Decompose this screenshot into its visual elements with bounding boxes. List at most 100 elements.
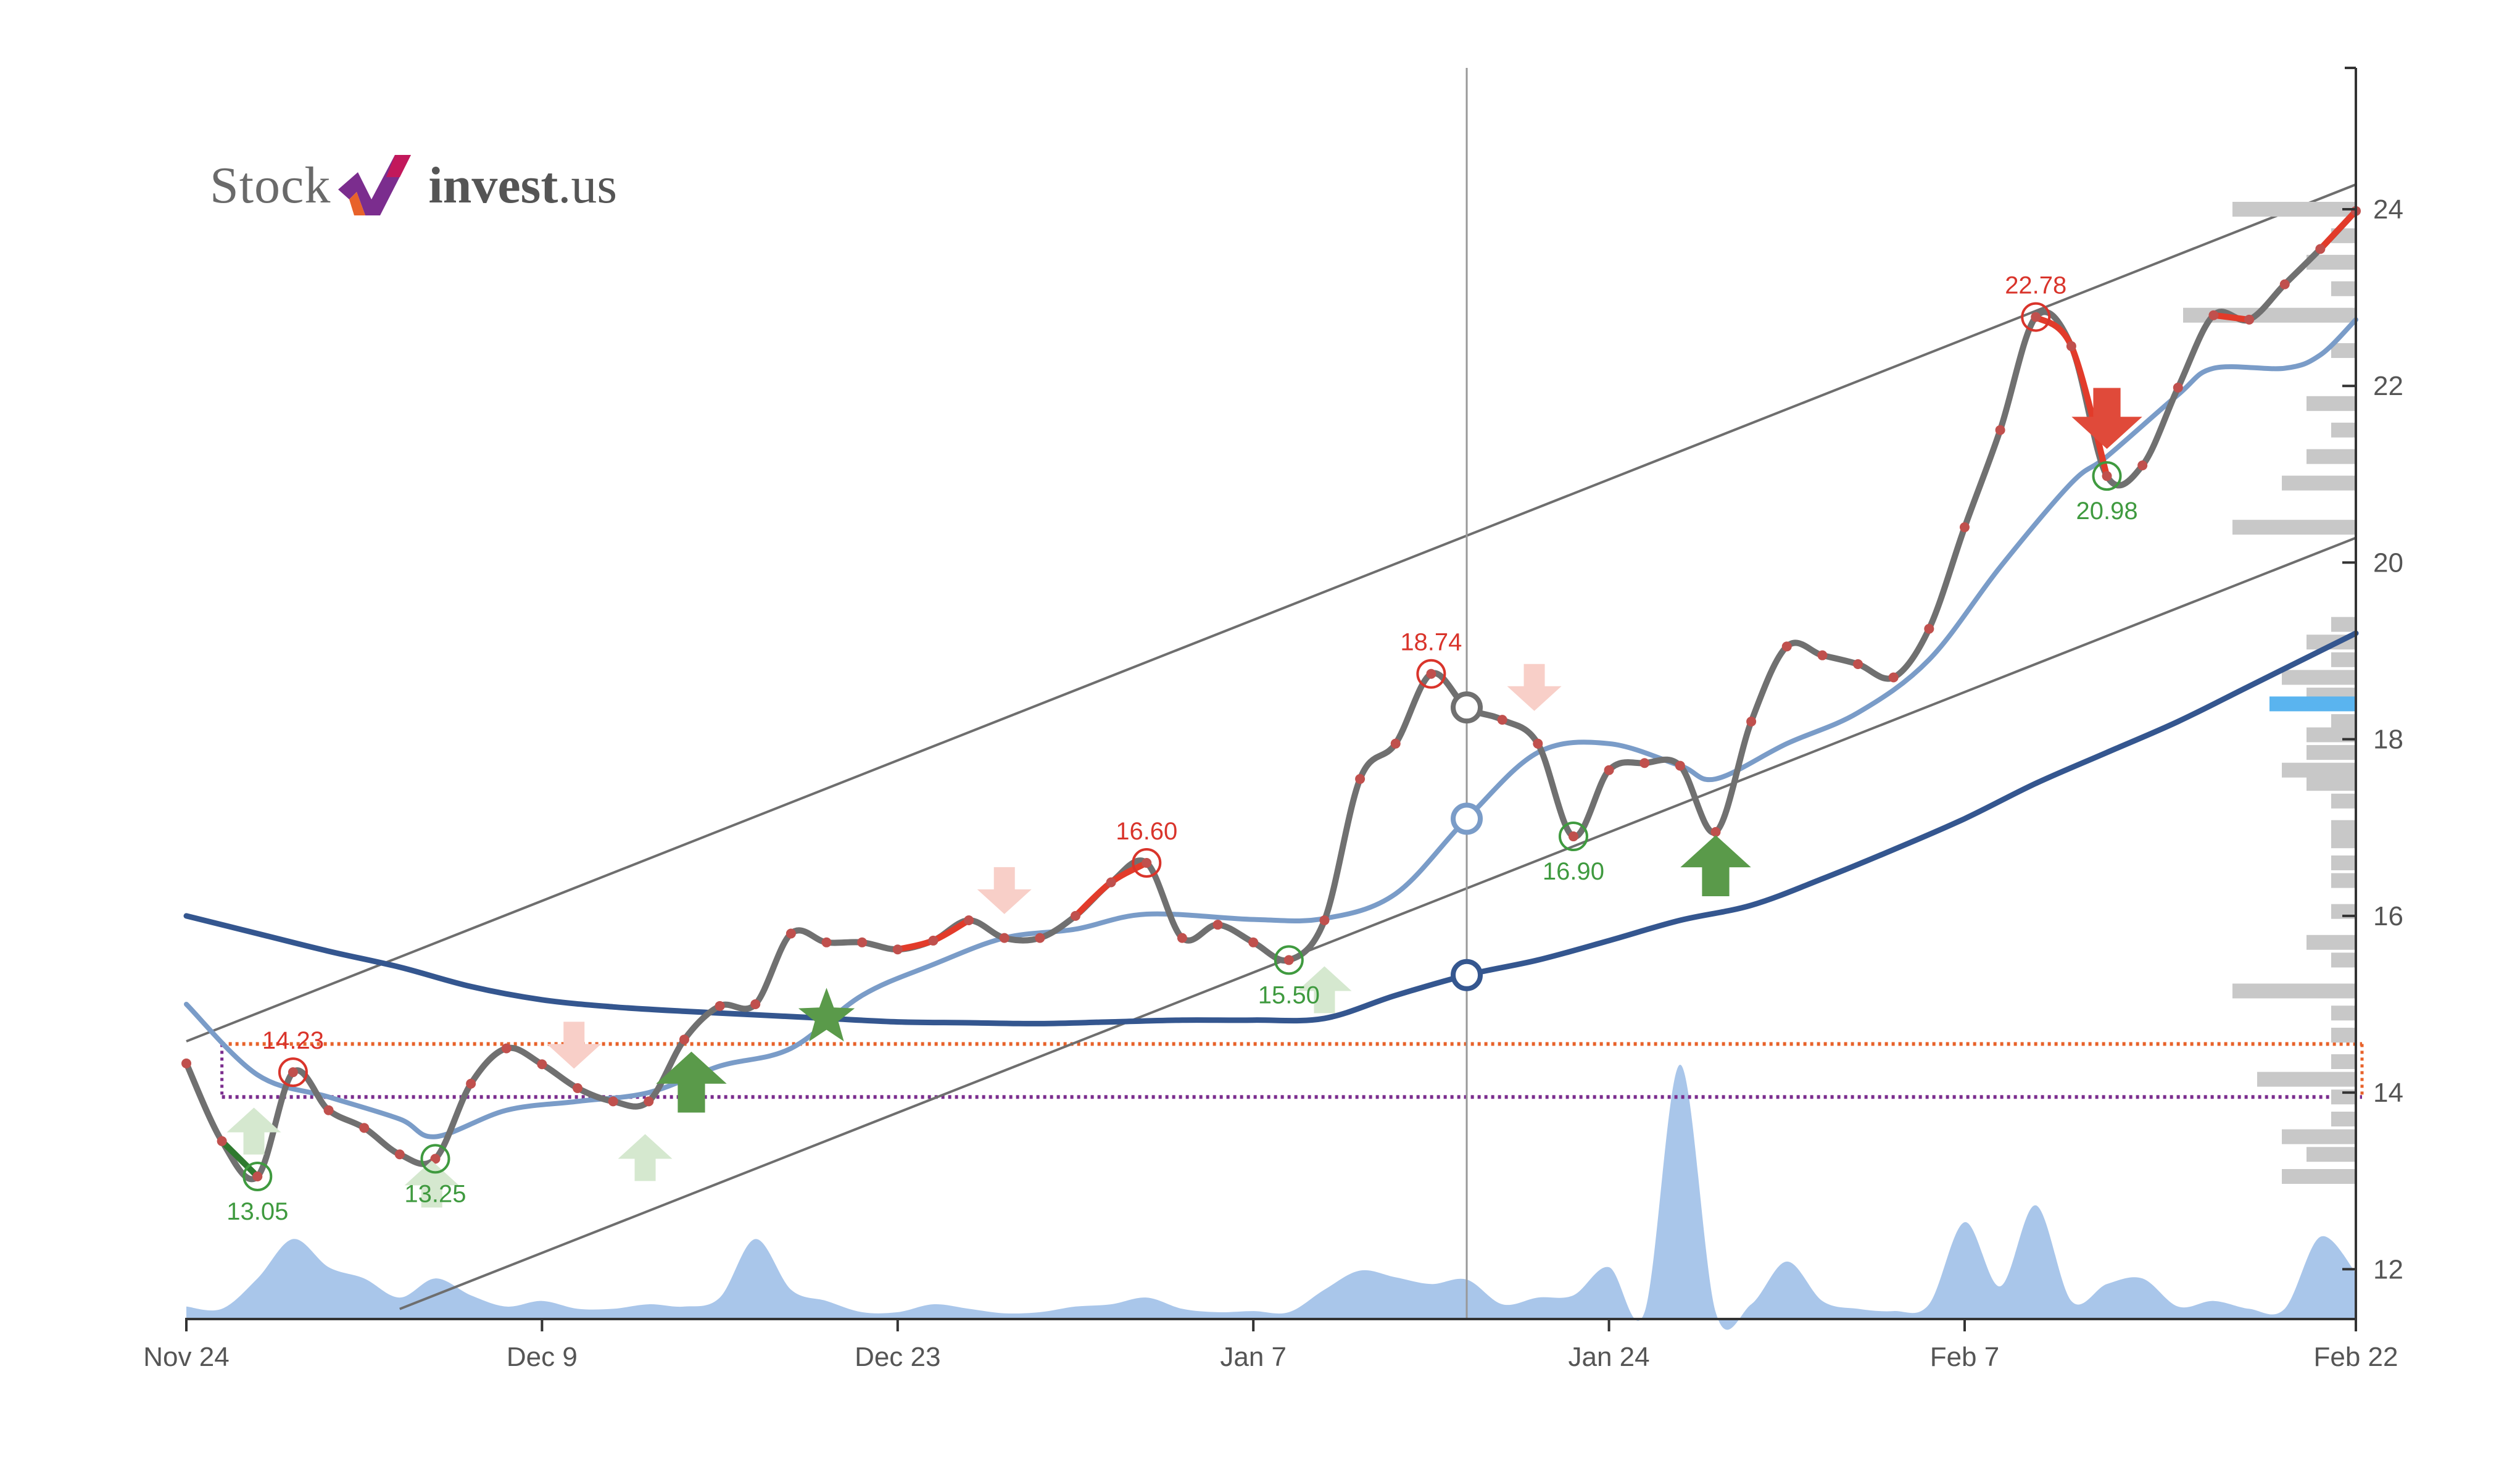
- price-point-15: [679, 1034, 689, 1045]
- price-point-35: [1390, 738, 1401, 749]
- price-point-59: [2244, 314, 2255, 325]
- buy-signal-arrow-6: [1680, 835, 1751, 896]
- sell-signal-arrow-8: [977, 867, 1032, 914]
- price-point-27: [1106, 877, 1116, 888]
- bottom-price-circle-9: [2092, 461, 2122, 491]
- price-point-11: [537, 1059, 547, 1070]
- volume-profile-bar-17: [2331, 714, 2356, 730]
- top-price-circle-8: [2021, 302, 2051, 332]
- bottom-price-label-9: 20.98: [2076, 497, 2137, 525]
- price-point-42: [1639, 758, 1650, 768]
- volume-profile-bar-26: [2331, 873, 2356, 888]
- price-point-36: [1426, 668, 1436, 679]
- price-point-58: [2208, 310, 2219, 320]
- x-tick-label-2: Dec 9: [507, 1342, 578, 1372]
- price-point-5: [323, 1105, 334, 1115]
- volume-profile-bar-36: [2331, 1112, 2356, 1127]
- x-tick-label-7: Feb 22: [2314, 1342, 2398, 1372]
- channel-lower-line: [399, 536, 2356, 1310]
- current-price-marker: [2269, 696, 2356, 712]
- price-red-segment-3: [2033, 314, 2110, 480]
- sell-signal-arrow-10: [2071, 388, 2142, 449]
- price-point-30: [1212, 920, 1223, 930]
- price-point-24: [999, 933, 1009, 943]
- x-tick-label-6: Feb 7: [1930, 1342, 2000, 1372]
- price-point-50: [1924, 623, 1934, 634]
- volume-profile-bar-23: [2331, 820, 2356, 835]
- moving-averages-layer: [183, 317, 2359, 1139]
- volume-profile-bar-21: [2307, 776, 2356, 791]
- price-line-layer: [181, 206, 2361, 1183]
- volume-profile-bar-31: [2331, 1005, 2356, 1021]
- volume-profile-bar-1: [2232, 201, 2356, 217]
- y-tick-label-14: 14: [2373, 1078, 2403, 1108]
- volume-profile-layer: [2183, 201, 2356, 1184]
- volume-profile-bar-38: [2307, 1147, 2356, 1162]
- short-moving-average-line: [184, 317, 2358, 1139]
- volume-profile-bar-30: [2232, 983, 2356, 999]
- logo-check-icon: [336, 151, 422, 219]
- volume-profile-bar-14: [2331, 652, 2356, 667]
- logo-word-us: .us: [558, 156, 618, 214]
- price-line: [183, 207, 2359, 1183]
- bottom-price-label-1: 13.05: [226, 1198, 288, 1225]
- x-tick-label-5: Jan 24: [1569, 1342, 1650, 1372]
- y-tick-label-22: 22: [2373, 371, 2403, 401]
- buy-star-icon-1: [798, 988, 855, 1042]
- volume-profile-bar-8: [2331, 422, 2356, 438]
- volume-profile-bar-34: [2257, 1072, 2356, 1087]
- price-point-39: [1533, 738, 1543, 749]
- crosshair-marker-1: [1451, 691, 1483, 724]
- crosshair-marker-3: [1451, 959, 1483, 991]
- bottom-price-circle-1: [242, 1162, 273, 1192]
- volume-profile-bar-20: [2282, 762, 2356, 778]
- volume-profile-bar-33: [2331, 1054, 2356, 1069]
- signals-layer: [226, 388, 2142, 1208]
- volume-profile-bar-19: [2307, 745, 2356, 760]
- bottom-price-label-5: 15.50: [1258, 981, 1320, 1009]
- price-point-57: [2173, 383, 2183, 393]
- price-point-41: [1604, 765, 1614, 775]
- volume-profile-bar-12: [2331, 617, 2356, 632]
- price-point-43: [1675, 760, 1685, 771]
- x-tick-label-4: Jan 7: [1220, 1342, 1287, 1372]
- channel-upper-line: [186, 183, 2356, 1043]
- price-point-4: [288, 1067, 298, 1078]
- stockinvest-logo: Stock invest .us: [210, 148, 617, 222]
- volume-profile-bar-28: [2307, 934, 2356, 950]
- price-point-6: [359, 1123, 370, 1133]
- top-price-circle-4: [1132, 847, 1162, 878]
- top-price-circle-6: [1416, 659, 1446, 689]
- price-point-17: [750, 999, 761, 1009]
- price-point-45: [1746, 717, 1757, 727]
- sell-signal-arrow-7: [547, 1022, 602, 1069]
- axes-layer: 12 14 16 18 20 22 24 Nov 24 Dec 9 Dec 23 Jan 7 Jan …: [143, 67, 2403, 1372]
- price-point-23: [964, 915, 974, 926]
- volume-area-layer: [186, 1065, 2356, 1330]
- volume-profile-bar-39: [2282, 1169, 2356, 1184]
- price-point-21: [892, 944, 903, 955]
- price-point-40: [1568, 831, 1578, 842]
- price-point-8: [430, 1154, 441, 1164]
- y-tick-label-20: 20: [2373, 547, 2403, 578]
- price-point-28: [1142, 857, 1152, 868]
- price-point-29: [1177, 933, 1187, 943]
- annotations-layer: 13.05 14.23 13.25 16.60 15.50 18.74 16.90 22.78…: [226, 272, 2137, 1225]
- volume-profile-bar-7: [2307, 396, 2356, 411]
- price-point-14: [644, 1096, 654, 1107]
- top-price-circle-2: [278, 1057, 308, 1088]
- sell-signal-arrow-9: [1507, 664, 1562, 711]
- volume-profile-bar-37: [2282, 1129, 2356, 1144]
- y-tick-label-18: 18: [2373, 725, 2403, 755]
- bottom-price-circle-3: [420, 1144, 450, 1174]
- price-point-49: [1888, 672, 1899, 683]
- price-point-44: [1710, 826, 1721, 837]
- volume-profile-bar-22: [2331, 793, 2356, 809]
- x-tick-label-1: Nov 24: [143, 1342, 229, 1372]
- top-price-label-8: 22.78: [2005, 272, 2066, 299]
- buy-signal-arrow-3: [618, 1134, 673, 1181]
- volume-profile-bar-10: [2282, 475, 2356, 491]
- price-point-47: [1817, 650, 1828, 660]
- price-point-56: [2137, 460, 2148, 470]
- price-point-48: [1853, 659, 1863, 669]
